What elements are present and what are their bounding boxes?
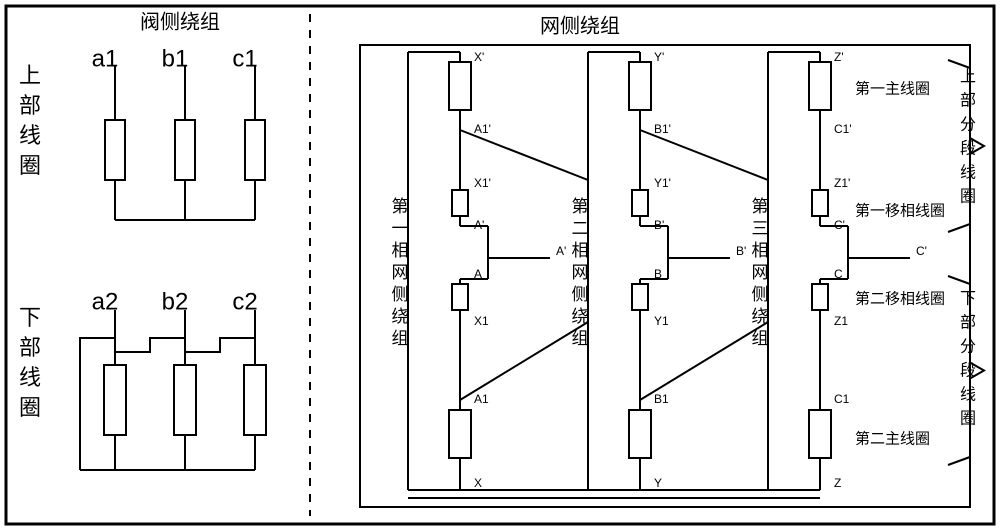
svg-text:A1: A1 [474, 392, 489, 406]
svg-text:Z1: Z1 [834, 314, 848, 328]
svg-text:第: 第 [392, 197, 409, 216]
svg-text:Z': Z' [834, 50, 844, 64]
svg-text:c1: c1 [232, 45, 257, 72]
svg-text:线: 线 [19, 123, 41, 148]
svg-text:三: 三 [752, 219, 769, 238]
right-phase-1: X'A1'X1'A'A'AX1A1X [408, 50, 566, 490]
svg-text:绕: 绕 [752, 307, 769, 326]
svg-text:分: 分 [960, 338, 976, 356]
svg-text:分: 分 [960, 116, 976, 134]
svg-text:线: 线 [960, 164, 976, 182]
svg-text:A: A [474, 267, 482, 281]
right-phase-2: Y'B1'Y1'B'B'BY1B1Y [588, 50, 746, 490]
title-left: 阀侧绕组 [140, 11, 220, 34]
svg-text:相: 相 [752, 241, 769, 260]
right-annot-0: 第一主线圈 [855, 79, 930, 97]
svg-text:C: C [834, 267, 843, 281]
svg-text:上: 上 [960, 68, 976, 86]
title-right: 网侧绕组 [540, 15, 620, 38]
svg-text:绕: 绕 [572, 307, 589, 326]
left-upper-winding: a1b1c1 [92, 45, 265, 220]
svg-text:段: 段 [960, 362, 976, 380]
svg-text:部: 部 [19, 93, 41, 118]
svg-text:组: 组 [572, 329, 589, 348]
right-annot-1: 第一移相线圈 [855, 201, 945, 219]
svg-text:圈: 圈 [19, 395, 41, 420]
svg-text:Z: Z [834, 476, 841, 490]
svg-text:组: 组 [392, 329, 409, 348]
svg-text:B1: B1 [654, 392, 669, 406]
svg-text:X: X [474, 476, 482, 490]
svg-text:相: 相 [392, 241, 409, 260]
svg-text:线: 线 [960, 386, 976, 404]
svg-text:部: 部 [19, 335, 41, 360]
svg-text:B1': B1' [654, 122, 671, 136]
svg-text:Y1': Y1' [654, 176, 671, 190]
svg-text:线: 线 [19, 365, 41, 390]
svg-text:一: 一 [392, 219, 409, 238]
svg-text:c2: c2 [232, 288, 257, 315]
svg-text:段: 段 [960, 140, 976, 158]
svg-text:侧: 侧 [572, 285, 589, 304]
svg-text:部: 部 [960, 92, 976, 110]
svg-text:网: 网 [392, 263, 409, 282]
svg-text:圈: 圈 [960, 188, 976, 206]
label-upper-coil: 上部线圈 [19, 63, 41, 178]
svg-text:侧: 侧 [752, 285, 769, 304]
left-lower-winding: a2b2c2 [80, 288, 266, 470]
right-phase-3: Z'C1'Z1'C'C'CZ1C1Z [768, 50, 927, 490]
svg-text:侧: 侧 [392, 285, 409, 304]
bracket-label-lower: 下部分段线圈 [960, 291, 976, 428]
svg-text:第: 第 [572, 197, 589, 216]
svg-text:相: 相 [572, 241, 589, 260]
svg-text:X': X' [474, 50, 484, 64]
svg-text:网: 网 [752, 263, 769, 282]
bracket-label-upper: 上部分段线圈 [960, 68, 976, 206]
svg-text:Y': Y' [654, 50, 664, 64]
svg-text:下: 下 [19, 305, 41, 330]
svg-text:部: 部 [960, 314, 976, 332]
label-lower-coil: 下部线圈 [19, 305, 41, 420]
svg-text:A': A' [556, 244, 566, 258]
winding-diagram: 阀侧绕组网侧绕组上部线圈下部线圈a1b1c1a2b2c2X'A1'X1'A'A'… [0, 0, 1000, 530]
svg-text:下: 下 [960, 291, 976, 308]
svg-text:圈: 圈 [19, 153, 41, 178]
right-phase-label-2: 第二相网侧绕组 [572, 197, 589, 348]
svg-text:C1: C1 [834, 392, 850, 406]
svg-text:网: 网 [572, 263, 589, 282]
right-annot-2: 第二移相线圈 [855, 289, 945, 307]
outer-border [6, 6, 994, 524]
svg-text:圈: 圈 [960, 410, 976, 428]
svg-text:X1': X1' [474, 176, 491, 190]
svg-text:绕: 绕 [392, 307, 409, 326]
svg-text:二: 二 [572, 219, 589, 238]
svg-text:B: B [654, 267, 662, 281]
svg-text:Z1': Z1' [834, 176, 850, 190]
svg-text:上: 上 [19, 63, 41, 88]
svg-text:B': B' [736, 244, 746, 258]
right-annot-3: 第二主线圈 [855, 429, 930, 447]
right-phase-label-1: 第一相网侧绕组 [392, 197, 409, 348]
svg-text:第: 第 [752, 197, 769, 216]
svg-text:Y: Y [654, 476, 662, 490]
svg-text:C': C' [916, 244, 927, 258]
svg-text:X1: X1 [474, 314, 489, 328]
right-phase-label-3: 第三相网侧绕组 [752, 197, 769, 348]
svg-text:Y1: Y1 [654, 314, 669, 328]
svg-text:C1': C1' [834, 122, 852, 136]
svg-text:组: 组 [752, 329, 769, 348]
svg-text:A1': A1' [474, 122, 491, 136]
